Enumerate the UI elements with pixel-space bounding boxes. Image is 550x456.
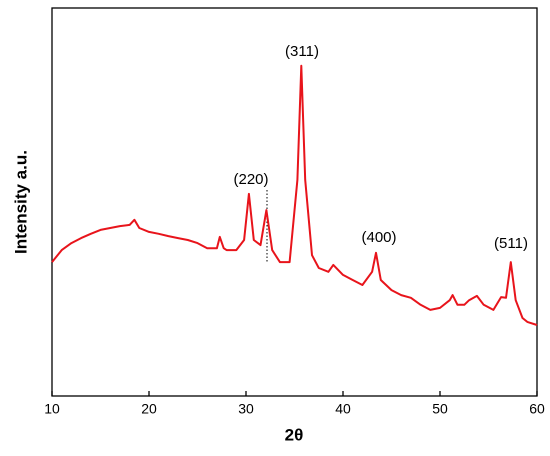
plot-frame [51, 7, 538, 397]
x-tick-label: 30 [238, 401, 254, 417]
x-tick-label: 20 [141, 401, 157, 417]
x-tick-label: 60 [529, 401, 545, 417]
peak-label: (511) [494, 235, 528, 252]
x-tick-label: 10 [44, 401, 60, 417]
x-axis-label: 2θ [285, 425, 304, 444]
x-tick-label: 50 [432, 401, 448, 417]
xrd-line [51, 64, 538, 326]
peak-label: (311) [285, 43, 319, 60]
y-axis-label: Intensity a.u. [11, 150, 30, 254]
peak-label: (400) [361, 229, 396, 246]
x-tick-label: 40 [335, 401, 351, 417]
peak-label: (220) [233, 171, 268, 188]
